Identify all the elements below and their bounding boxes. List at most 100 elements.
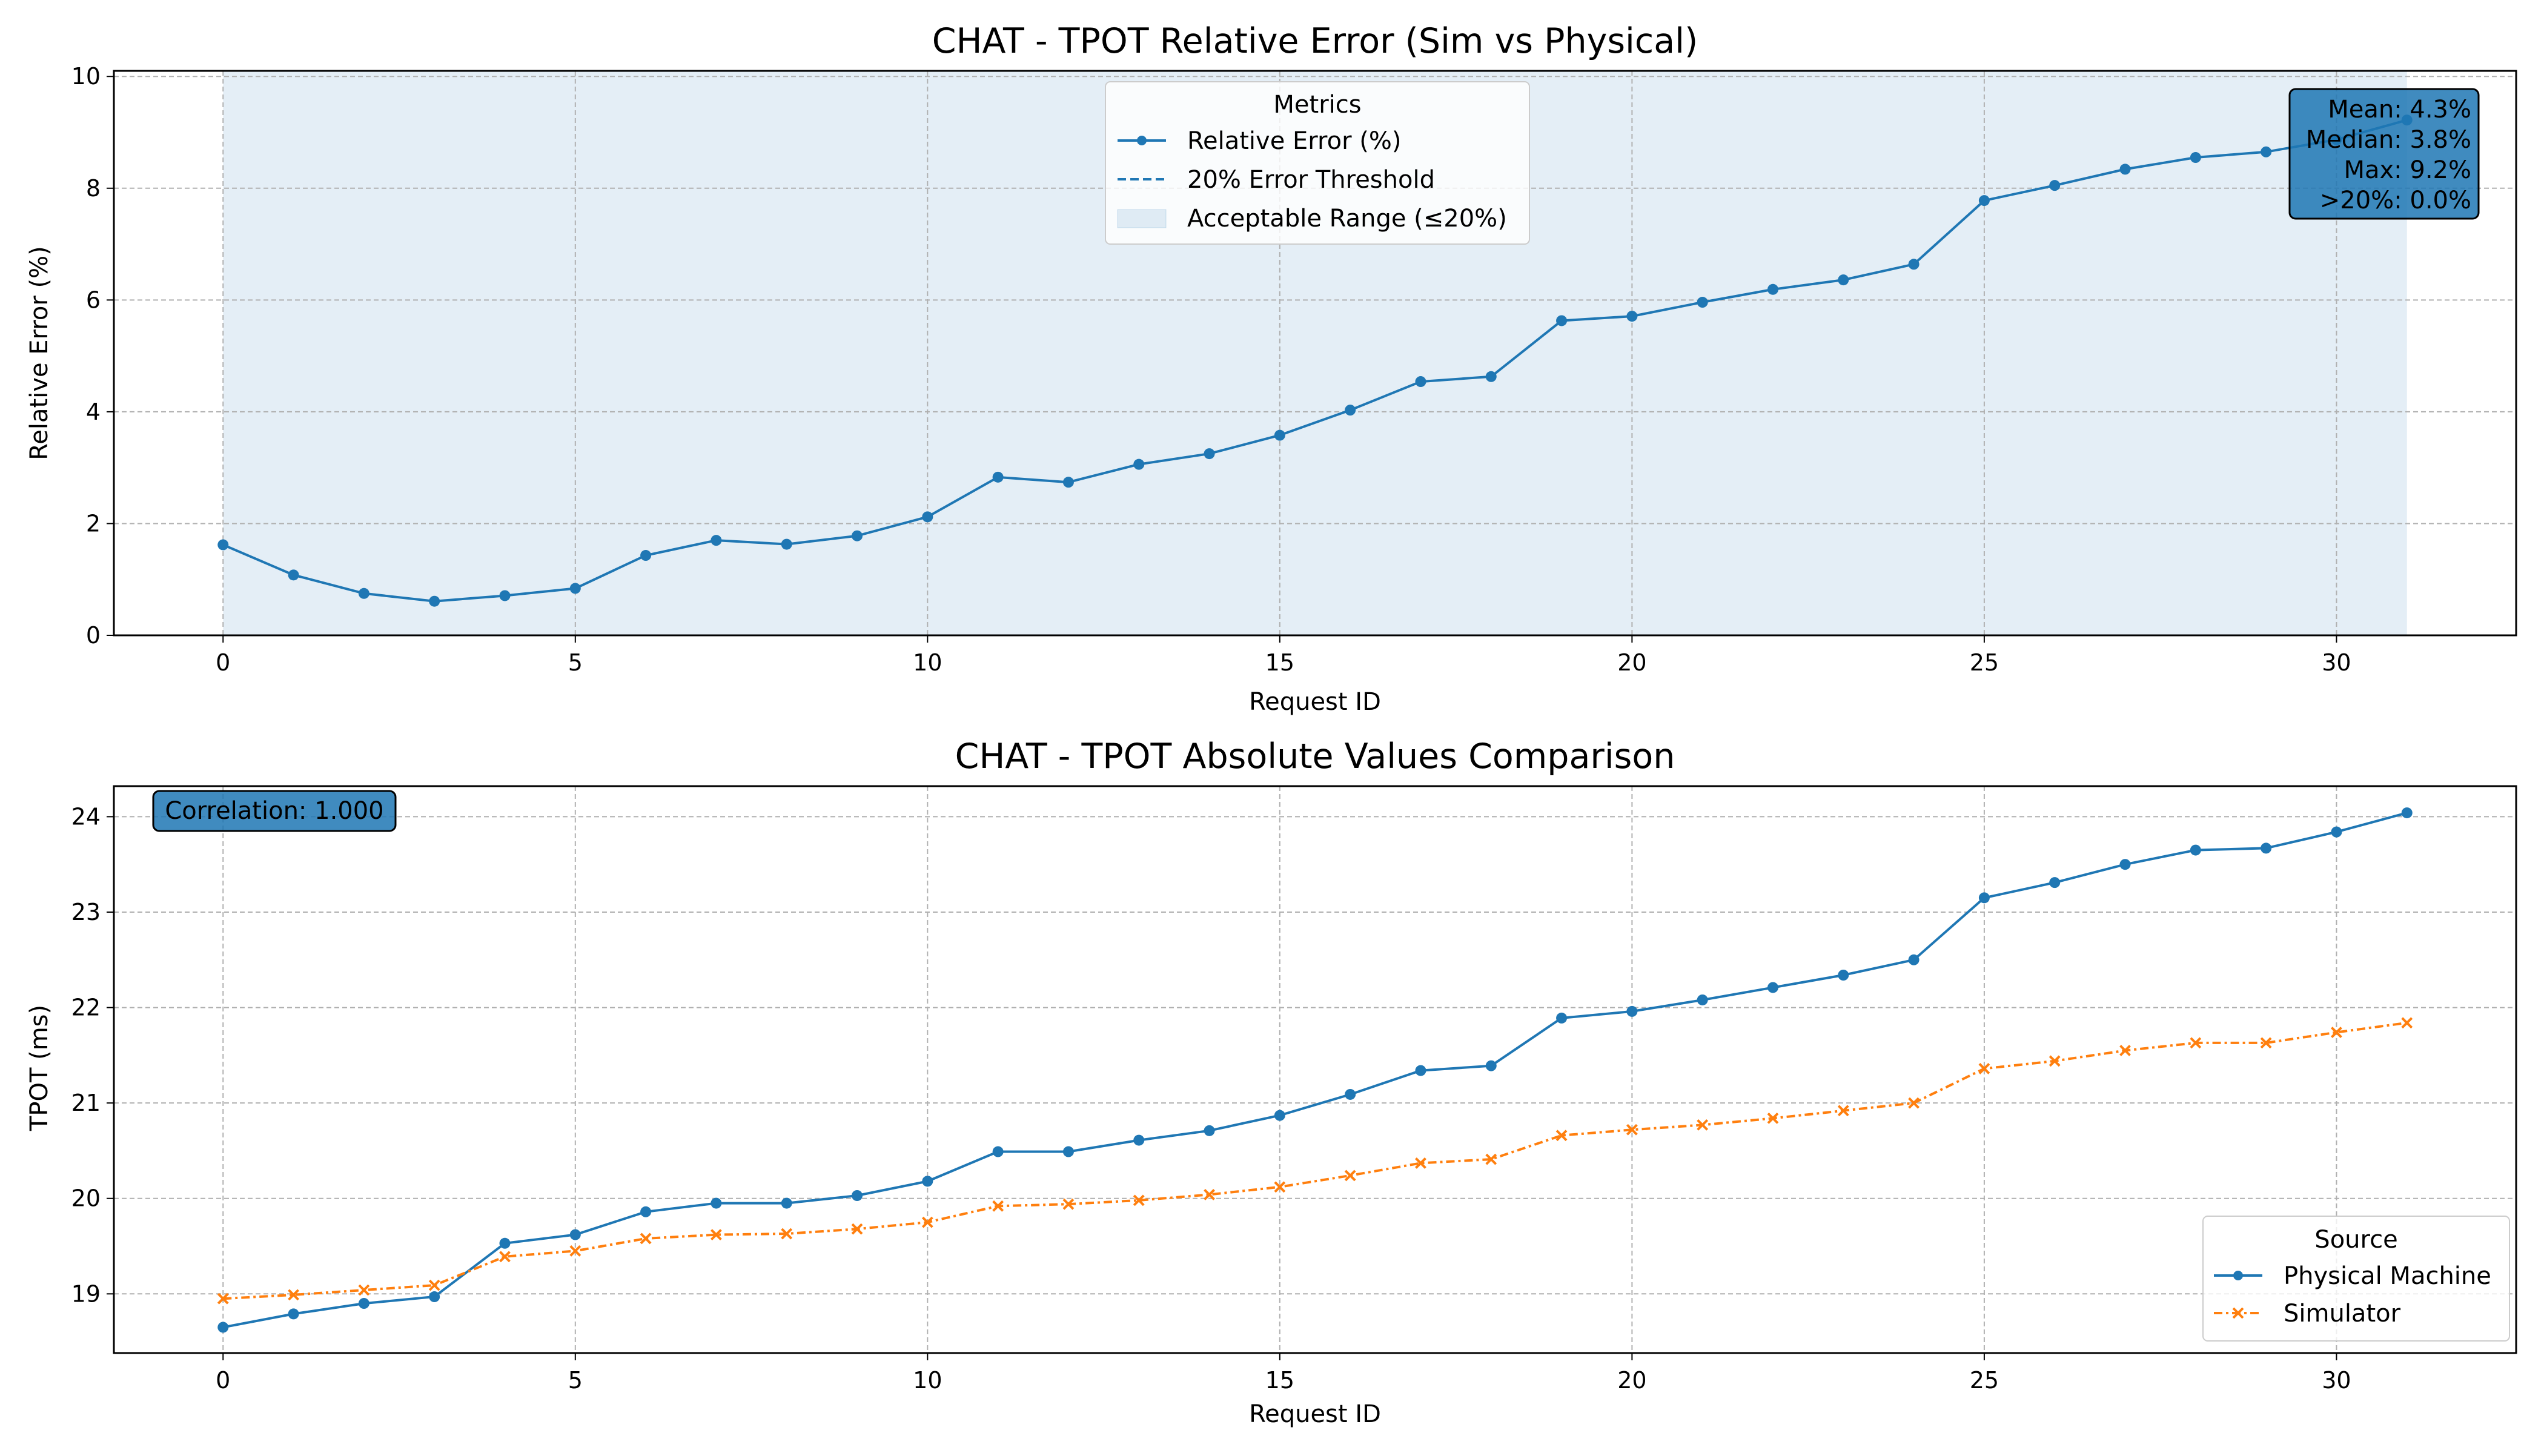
series-line — [222, 119, 2408, 603]
data-point — [1978, 195, 1990, 207]
x-tick-label: 10 — [913, 649, 942, 676]
data-point — [1062, 1146, 1074, 1157]
data-point — [2119, 164, 2131, 175]
data-point-x — [1978, 1063, 1990, 1074]
stats-box-background — [2288, 88, 2480, 220]
plot-frame — [113, 785, 2517, 1354]
data-point — [1485, 1060, 1497, 1071]
data-point-x — [569, 1245, 581, 1257]
data-point — [2261, 146, 2272, 157]
data-point — [2401, 807, 2413, 819]
data-point-x — [2049, 1055, 2061, 1067]
x-tick-label: 5 — [568, 649, 583, 676]
absolute-values-panel: CHAT - TPOT Absolute Values Comparison R… — [25, 736, 2517, 1428]
series-line — [222, 812, 2408, 1329]
legend-entry: Acceptable Range (≤20%) — [1187, 205, 1507, 233]
y-axis-label: Relative Error (%) — [25, 246, 53, 460]
data-point — [569, 1229, 581, 1240]
stats-median: Median: 3.8% — [2306, 126, 2471, 154]
y-tick-label: 0 — [86, 622, 101, 649]
legend-circle-marker — [1137, 136, 1147, 145]
data-point — [922, 1176, 933, 1187]
x-axis-label: Request ID — [1249, 688, 1381, 716]
plot-frame — [113, 70, 2517, 637]
data-point-x — [2119, 1045, 2131, 1056]
data-point — [1556, 1012, 1568, 1024]
data-point — [1274, 429, 1285, 441]
data-point — [640, 550, 652, 561]
x-tick-label: 25 — [1970, 1367, 1999, 1394]
x-axis-label: Request ID — [1249, 1400, 1381, 1428]
data-point — [429, 595, 440, 607]
data-point — [1767, 283, 1778, 295]
data-point — [1204, 448, 1215, 460]
stats-box: Mean: 4.3% Median: 3.8% Max: 9.2% >20%: … — [2288, 88, 2480, 220]
data-point — [1415, 376, 1426, 388]
correlation-annotation: Correlation: 1.000 — [152, 790, 397, 832]
data-point — [2119, 859, 2131, 870]
data-point-x — [1344, 1170, 1356, 1182]
data-point — [992, 471, 1004, 483]
y-tick-label: 4 — [86, 399, 101, 425]
data-point — [992, 1146, 1004, 1157]
data-point-x — [1062, 1198, 1075, 1210]
data-point — [1415, 1065, 1426, 1076]
data-point — [1978, 892, 1990, 904]
data-point-x — [1908, 1097, 1920, 1109]
y-tick-label: 2 — [86, 510, 101, 537]
legend-box — [2202, 1216, 2510, 1342]
legend-area-swatch — [1117, 209, 1167, 228]
legend-title: Metrics — [1273, 91, 1361, 119]
data-point-x — [1837, 1105, 1849, 1117]
data-point — [499, 1237, 511, 1249]
y-tick-label: 24 — [71, 803, 101, 830]
data-point-x — [1415, 1157, 1426, 1169]
data-point-x — [921, 1216, 933, 1228]
data-point-x — [1626, 1123, 1638, 1136]
data-point — [217, 1322, 229, 1333]
data-point-x — [1204, 1189, 1215, 1200]
data-point — [358, 587, 369, 599]
axis-ticks: 0 5 10 15 20 25 30 19 20 21 22 23 24 — [71, 803, 2351, 1394]
relative-error-panel: CHAT - TPOT Relative Error (Sim vs Physi… — [25, 21, 2517, 716]
legend-entry: Physical Machine — [2284, 1262, 2491, 1290]
x-tick-label: 20 — [1617, 649, 1646, 676]
data-point-x — [1274, 1181, 1286, 1193]
data-point-x — [288, 1289, 299, 1301]
y-tick-label: 10 — [71, 63, 101, 90]
data-point — [1133, 458, 1145, 470]
data-point-x — [358, 1284, 370, 1296]
legend-entry: 20% Error Threshold — [1187, 166, 1435, 194]
x-tick-label: 15 — [1265, 649, 1294, 676]
x-tick-label: 0 — [216, 1367, 230, 1394]
x-tick-label: 30 — [2322, 649, 2351, 676]
y-tick-label: 23 — [71, 899, 101, 925]
stats-over-threshold: >20%: 0.0% — [2320, 187, 2471, 214]
series-line — [223, 1021, 2407, 1300]
data-point-x — [2331, 1027, 2342, 1038]
data-point — [1697, 297, 1708, 308]
data-point — [711, 535, 722, 546]
legend-entry: Simulator — [2284, 1300, 2401, 1328]
data-point — [711, 1197, 722, 1209]
data-point — [2190, 152, 2201, 164]
data-point — [781, 1197, 792, 1209]
axis-ticks: 0 5 10 15 20 25 30 0 2 4 6 8 10 — [71, 63, 2351, 676]
data-point — [1697, 994, 1708, 1005]
legend-entry: Relative Error (%) — [1187, 127, 1401, 155]
x-tick-label: 25 — [1970, 649, 1999, 676]
data-point — [288, 1308, 299, 1320]
x-tick-label: 10 — [913, 1367, 942, 1394]
legend: Metrics Relative Error (%) 20% Error Thr… — [1105, 81, 1530, 245]
data-point-x — [1133, 1194, 1145, 1206]
data-point-x — [640, 1233, 652, 1245]
y-tick-label: 19 — [71, 1280, 101, 1307]
data-point — [288, 569, 299, 581]
chart-title: CHAT - TPOT Absolute Values Comparison — [955, 736, 1675, 776]
data-point-x — [428, 1279, 440, 1291]
legend-title: Source — [2314, 1226, 2397, 1254]
data-point — [217, 539, 229, 551]
data-point-x — [992, 1200, 1004, 1212]
correlation-box — [152, 790, 397, 832]
